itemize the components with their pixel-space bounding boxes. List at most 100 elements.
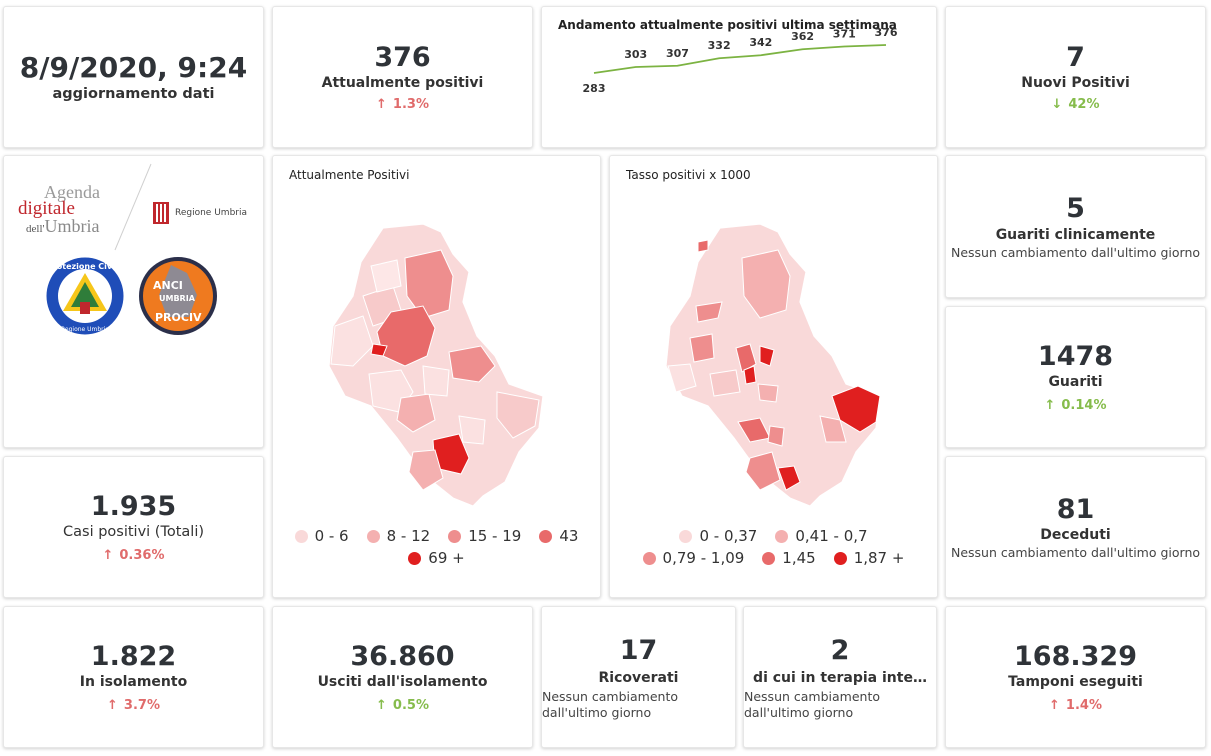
map-attualmente-positivi-card[interactable]: Attualmente Positivi 0 - 6 8 - 12 15 - 19 4… (272, 155, 601, 598)
legend-item[interactable]: 0,79 - 1,09 (642, 549, 745, 567)
legend-item[interactable]: 15 - 19 (448, 527, 521, 545)
divider-line (114, 163, 152, 251)
ricoverati-card[interactable]: 17 Ricoverati Nessun cambiamento dall'ult… (541, 606, 736, 748)
arrow-up-icon: ↑ (102, 548, 114, 564)
guariti-trend: ↑ 0.14% (1044, 398, 1107, 414)
legend-label: 0,79 - 1,09 (662, 549, 745, 567)
municipality-perugia (376, 305, 436, 367)
legend-item[interactable]: 8 - 12 (366, 527, 431, 545)
legend-swatch (833, 551, 847, 565)
arrow-up-icon: ↑ (376, 698, 387, 714)
protezione-civile-logo: Protezione Civile Regione Umbria (45, 256, 125, 336)
attualmente-positivi-label: Attualmente positivi (321, 75, 484, 92)
casi-totali-card[interactable]: 1.935 Casi positivi (Totali) ↑ 0.36% (3, 456, 264, 598)
map-positivi-title: Attualmente Positivi (289, 168, 410, 182)
legend-swatch (762, 551, 776, 565)
umbria-map-positivi[interactable] (273, 206, 602, 566)
logos-card: Agenda digitale dell'Umbria Regione Umbr… (3, 155, 264, 448)
attualmente-positivi-card[interactable]: 376 Attualmente positivi ↑ 1.3% (272, 6, 533, 148)
casi-totali-label: Casi positivi (Totali) (63, 524, 204, 541)
trend-data-label: 307 (666, 47, 689, 60)
legend-swatch (539, 529, 553, 543)
ricoverati-sub: Nessun cambiamento dall'ultimo giorno (542, 689, 678, 721)
svg-text:PROCIV: PROCIV (155, 311, 202, 324)
legend-item[interactable]: 0,41 - 0,7 (775, 527, 868, 545)
ricoverati-value: 17 (619, 635, 658, 666)
legend-swatch (775, 529, 789, 543)
map-positivi-legend: 0 - 6 8 - 12 15 - 19 43 69 + (273, 527, 600, 567)
isolamento-trend: ↑ 3.7% (107, 698, 160, 714)
legend-label: 15 - 19 (468, 527, 522, 545)
map-tasso-legend: 0 - 0,37 0,41 - 0,7 0,79 - 1,09 1,45 1,87 + (610, 527, 937, 567)
trend-data-label: 362 (791, 30, 814, 43)
arrow-up-icon: ↑ (1049, 698, 1060, 714)
usciti-trend: ↑ 0.5% (376, 698, 429, 714)
arrow-up-icon: ↑ (1044, 398, 1056, 414)
map-tasso-positivi-card[interactable]: Tasso positivi x 1000 0 - 0,37 0,41 - 0,7… (609, 155, 938, 598)
nuovi-positivi-label: Nuovi Positivi (1021, 75, 1130, 92)
legend-label: 43 (559, 527, 579, 545)
casi-totali-trend: ↑ 0.36% (102, 548, 165, 564)
isolamento-card[interactable]: 1.822 In isolamento ↑ 3.7% (3, 606, 264, 748)
municipality-gubbio (404, 249, 454, 319)
deceduti-card[interactable]: 81 Deceduti Nessun cambiamento dall'ulti… (945, 456, 1206, 598)
legend-item[interactable]: 69 + (408, 549, 465, 567)
update-label: aggiornamento dati (52, 86, 215, 103)
legend-label: 0 - 0,37 (699, 527, 758, 545)
nuovi-positivi-value: 7 (1066, 41, 1085, 73)
isolamento-label: In isolamento (79, 674, 188, 691)
deceduti-label: Deceduti (1040, 527, 1111, 544)
regione-umbria-logo: Regione Umbria (152, 201, 247, 225)
deceduti-value: 81 (1056, 493, 1095, 525)
guariti-clinicamente-sub: Nessun cambiamento dall'ultimo giorno (950, 244, 1201, 260)
legend-label: 0 - 6 (314, 527, 349, 545)
map-tasso-title: Tasso positivi x 1000 (626, 168, 751, 182)
legend-swatch (408, 551, 422, 565)
terapia-intensiva-card[interactable]: 2 di cui in terapia inte… Nessun cambiam… (743, 606, 937, 748)
svg-text:Regione Umbria: Regione Umbria (61, 326, 109, 333)
legend-label: 1,45 (782, 549, 816, 567)
legend-swatch (679, 529, 693, 543)
guariti-value: 1478 (1037, 340, 1114, 372)
trend-data-label: 376 (875, 26, 898, 39)
svg-text:UMBRIA: UMBRIA (159, 294, 196, 303)
legend-item[interactable]: 0 - 6 (294, 527, 349, 545)
trend-data-label: 303 (624, 48, 647, 61)
update-card: 8/9/2020, 9:24 aggiornamento dati (3, 6, 264, 148)
trend-data-label: 283 (583, 82, 606, 95)
usciti-value: 36.860 (350, 640, 455, 672)
guariti-clinicamente-card[interactable]: 5 Guariti clinicamente Nessun cambiament… (945, 155, 1206, 298)
anci-prociv-logo: ANCI UMBRIA PROCIV (139, 257, 217, 335)
isolamento-value: 1.822 (90, 640, 177, 672)
umbria-map-tasso[interactable] (610, 206, 939, 566)
usciti-card[interactable]: 36.860 Usciti dall'isolamento ↑ 0.5% (272, 606, 533, 748)
legend-item[interactable]: 1,87 + (833, 549, 905, 567)
svg-text:ANCI: ANCI (153, 279, 183, 292)
attualmente-positivi-trend: ↑ 1.3% (376, 97, 429, 113)
ricoverati-label: Ricoverati (598, 670, 679, 686)
legend-item[interactable]: 0 - 0,37 (679, 527, 757, 545)
tamponi-label: Tamponi eseguiti (1008, 674, 1143, 691)
tamponi-card[interactable]: 168.329 Tamponi eseguiti ↑ 1.4% (945, 606, 1206, 748)
legend-item[interactable]: 43 (539, 527, 578, 545)
terapia-value: 2 (830, 635, 850, 666)
attualmente-positivi-value: 376 (374, 41, 431, 73)
trend-data-label: 371 (833, 28, 856, 41)
tamponi-trend: ↑ 1.4% (1049, 698, 1102, 714)
terapia-label: di cui in terapia inte… (753, 670, 927, 686)
guariti-clinicamente-label: Guariti clinicamente (995, 226, 1156, 243)
trend-data-label: 342 (749, 36, 772, 49)
nuovi-positivi-card[interactable]: 7 Nuovi Positivi ↓ 42% (945, 6, 1206, 148)
andamento-chart-card[interactable]: Andamento attualmente positivi ultima se… (541, 6, 937, 148)
arrow-down-icon: ↓ (1051, 97, 1063, 113)
legend-label: 1,87 + (853, 549, 905, 567)
nuovi-positivi-trend: ↓ 42% (1051, 97, 1100, 113)
update-datetime: 8/9/2020, 9:24 (19, 50, 248, 84)
guariti-card[interactable]: 1478 Guariti ↑ 0.14% (945, 306, 1206, 448)
legend-label: 8 - 12 (386, 527, 431, 545)
legend-swatch (294, 529, 308, 543)
andamento-chart-title: Andamento attualmente positivi ultima se… (558, 18, 897, 32)
svg-text:Protezione Civile: Protezione Civile (47, 262, 124, 271)
legend-item[interactable]: 1,45 (762, 549, 816, 567)
legend-label: 69 + (428, 549, 465, 567)
